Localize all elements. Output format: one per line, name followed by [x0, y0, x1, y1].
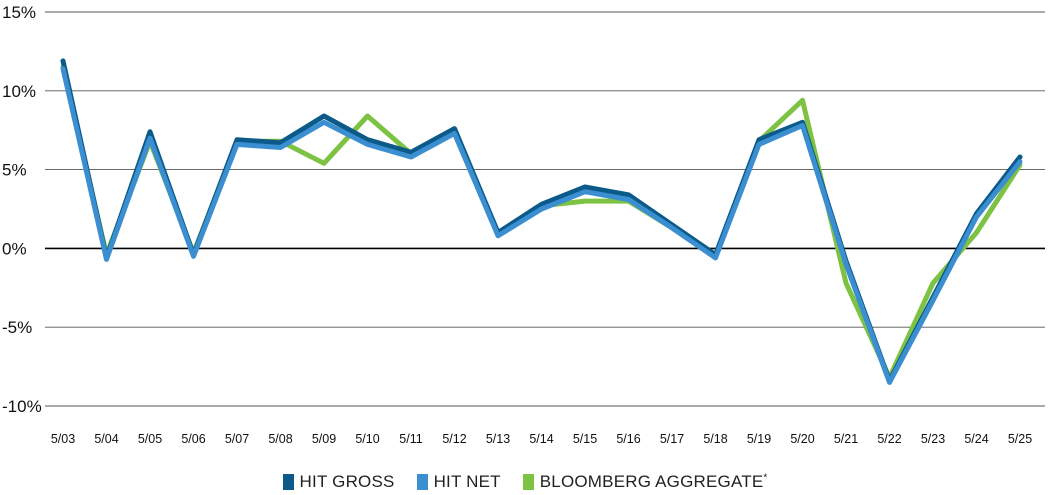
x-tick-label: 5/13	[486, 432, 510, 446]
x-tick-label: 5/11	[399, 432, 422, 446]
legend-swatch-hit-net	[416, 474, 428, 490]
x-tick-label: 5/20	[790, 432, 814, 446]
x-tick-label: 5/16	[616, 432, 640, 446]
legend-swatch-hit-gross	[282, 474, 294, 490]
legend-label-bloomberg-text: BLOOMBERG AGGREGATE	[539, 472, 764, 491]
line-chart: 15%10%5%0%-5%-10% 5/03 5/04 5/05 5/06 5/07 5/…	[2, 3, 1045, 446]
legend-label-hit-gross: HIT GROSS	[299, 472, 395, 491]
legend-label-bloomberg-sup: *	[763, 472, 768, 484]
x-tick-label: 5/09	[312, 432, 336, 446]
series-lines	[60, 58, 1023, 385]
x-tick-label: 5/07	[225, 432, 249, 446]
x-tick-label: 5/24	[964, 432, 988, 446]
y-axis-ticks: 15% 10% 5% 0% -5% -10%	[2, 3, 42, 416]
x-tick-label: 5/25	[1008, 432, 1032, 446]
x-tick-label: 5/08	[268, 432, 292, 446]
x-tick-label: 5/15	[573, 432, 597, 446]
x-axis-ticks: 5/03 5/04 5/05 5/06 5/07 5/08 5/09 5/10 5/11 5/12…	[51, 432, 1032, 446]
x-tick-label: 5/23	[921, 432, 945, 446]
x-tick-label: 5/22	[877, 432, 901, 446]
x-tick-label: 5/21	[834, 432, 858, 446]
legend-label-hit-net: HIT NET	[433, 472, 501, 491]
legend-item-hit-gross: HIT GROSS	[282, 472, 395, 492]
x-tick-label: 5/06	[181, 432, 205, 446]
x-tick-label: 5/03	[51, 432, 75, 446]
y-tick-label: -10%	[2, 397, 42, 416]
x-tick-label: 5/05	[138, 432, 162, 446]
legend-item-hit-net: HIT NET	[416, 472, 501, 492]
grid-lines	[45, 11, 1045, 407]
x-tick-label: 5/04	[94, 432, 118, 446]
x-tick-label: 5/10	[355, 432, 379, 446]
y-tick-label: 15%	[2, 3, 36, 22]
x-tick-label: 5/14	[529, 432, 553, 446]
y-tick-label: 5%	[2, 161, 27, 180]
y-tick-label: 0%	[2, 239, 27, 258]
legend-label-bloomberg: BLOOMBERG AGGREGATE*	[540, 472, 768, 492]
legend: HIT GROSS HIT NET BLOOMBERG AGGREGATE*	[0, 470, 1050, 494]
y-tick-label: -5%	[2, 318, 32, 337]
y-tick-label: 10%	[2, 82, 36, 101]
x-tick-label: 5/18	[703, 432, 727, 446]
x-tick-label: 5/12	[442, 432, 466, 446]
legend-swatch-bloomberg	[522, 474, 534, 490]
x-tick-label: 5/17	[660, 432, 684, 446]
series-line-hit-net	[60, 66, 1023, 385]
legend-item-bloomberg: BLOOMBERG AGGREGATE*	[522, 472, 768, 492]
x-tick-label: 5/19	[747, 432, 771, 446]
